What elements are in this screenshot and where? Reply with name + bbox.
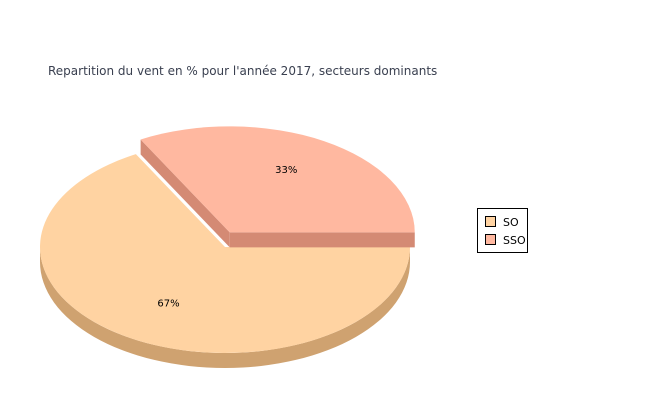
legend-swatch (485, 234, 496, 245)
slice-sso (140, 126, 415, 233)
legend-label: SSO (503, 234, 526, 247)
legend-label: SO (503, 216, 519, 229)
legend-swatch (485, 216, 496, 227)
legend: SO SSO (477, 208, 528, 253)
slice-so (40, 154, 410, 353)
slice-label: 67% (157, 298, 179, 309)
legend-item-sso: SSO (485, 234, 526, 247)
legend-item-so: SO (485, 216, 519, 229)
slice-edge (229, 232, 415, 248)
slice-label: 33% (275, 165, 297, 176)
chart-title: Repartition du vent en % pour l'année 20… (48, 64, 438, 78)
slice-edge (140, 139, 230, 248)
